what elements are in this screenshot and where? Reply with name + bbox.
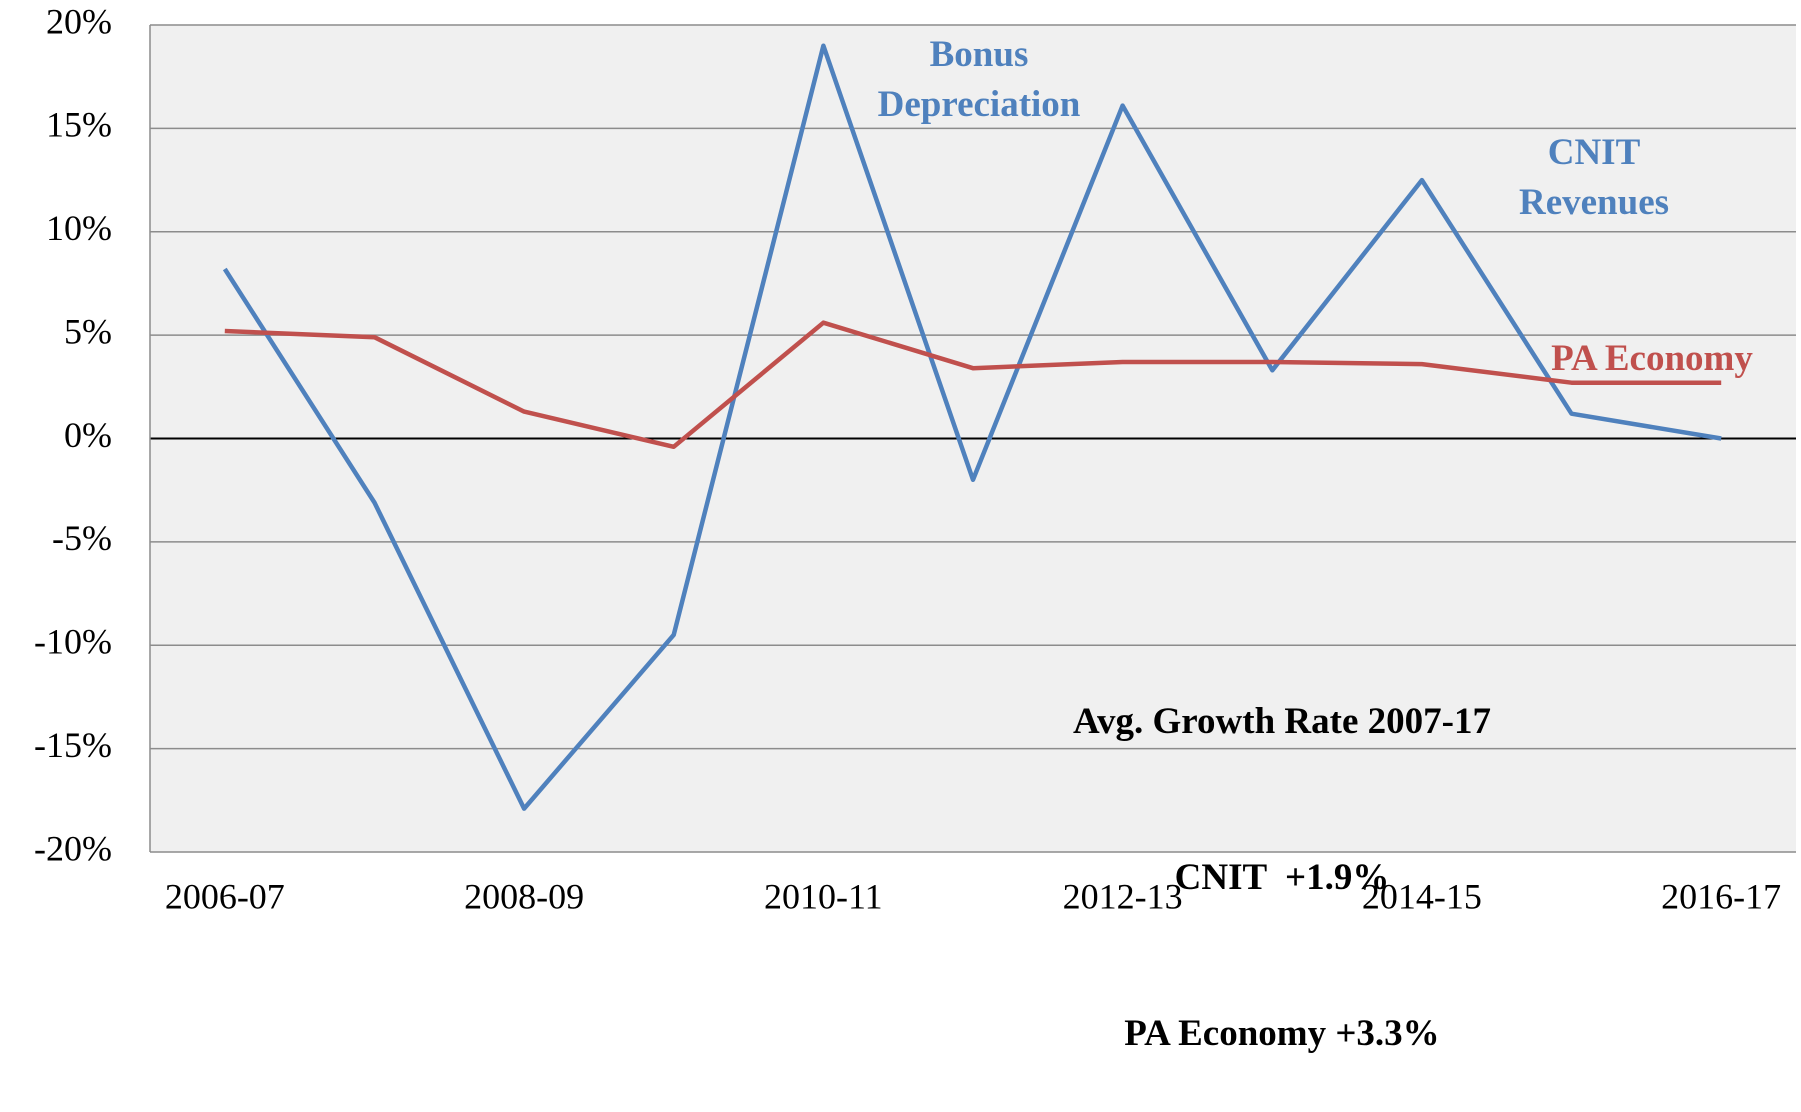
annotation: Bonus Depreciation xyxy=(877,34,1081,125)
note-line: PA Economy +3.3% xyxy=(1124,1013,1440,1054)
x-tick-label: 2016-17 xyxy=(1661,876,1781,916)
series-line xyxy=(222,43,1722,811)
series-label: PA Economy xyxy=(1551,338,1753,379)
series-label: CNIT Revenues xyxy=(1518,132,1670,223)
chart-container: -20% -15% -10% -5% 0% 5% 10% 15% 20% 2006-07 2008-… xyxy=(34,1,1796,1054)
chart: -20% -15% -10% -5% 0% 5% 10% 15% 20% 2006-07 2008-… xyxy=(34,1,1796,916)
note: Avg. Growth Rate 2007-17 CNIT +1.9% PA E… xyxy=(1073,592,1491,1112)
x-tick-label: 2012-13 xyxy=(1063,876,1183,916)
x-tick-label: 2010-11 xyxy=(764,876,883,916)
note-line: CNIT +1.9% xyxy=(1174,857,1390,898)
series-line xyxy=(224,320,1722,450)
y-tick-label: 20% xyxy=(46,1,112,41)
y-tick-label: -5% xyxy=(52,518,112,558)
note-line: Avg. Growth Rate 2007-17 xyxy=(1073,701,1491,742)
y-tick-label: -15% xyxy=(34,725,112,765)
y-tick-label: -20% xyxy=(34,828,112,868)
x-tick-label: 2008-09 xyxy=(464,876,584,916)
y-tick-label: 5% xyxy=(64,311,112,351)
x-tick-label: 2006-07 xyxy=(165,876,285,916)
y-tick-label: -10% xyxy=(34,622,112,662)
x-tick-label: 2014-15 xyxy=(1362,876,1482,916)
y-tick-label: 10% xyxy=(46,208,112,248)
y-tick-label: 0% xyxy=(64,415,112,455)
y-tick-label: 15% xyxy=(46,105,112,145)
